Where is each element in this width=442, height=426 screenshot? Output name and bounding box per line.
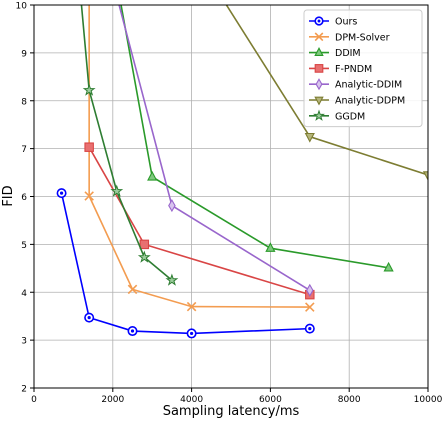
legend: Ours DPM-Solver DDIM F-PNDM Analytic-DDIM Ana… (303, 9, 423, 128)
series-dpm-solver (84, 5, 315, 312)
legend-box (303, 9, 423, 128)
data-point-dpm-solver (305, 302, 315, 312)
data-point-f-pndm (84, 142, 94, 152)
x-tick-label: 8000 (338, 395, 361, 405)
data-point-ddim (147, 170, 158, 181)
series-line-ddim (120, 5, 389, 269)
legend-item-ours: Ours (309, 16, 357, 28)
legend-label: Analytic-DDIM (335, 80, 402, 91)
x-tick-label: 0 (31, 395, 37, 405)
y-tick-label: 4 (21, 289, 27, 299)
legend-marker (315, 78, 323, 91)
legend-item-dpm-solver: DPM-Solver (309, 32, 390, 43)
data-point-dpm-solver (84, 191, 94, 201)
data-point-ours (84, 312, 95, 323)
data-point-ggdm (165, 273, 179, 286)
legend-marker (314, 96, 324, 106)
y-axis-label: FID (1, 185, 16, 206)
legend-marker (314, 16, 324, 26)
data-point-analytic-ddpm (304, 132, 315, 143)
series-f-pndm (84, 142, 315, 300)
legend-item-analytic-ddpm: Analytic-DDPM (309, 96, 405, 107)
ticks: 0 2000 4000 6000 8000 10000 2 3 4 5 6 7 8 9 10 (16, 2, 442, 406)
series-analytic-ddim (118, 5, 314, 297)
series-ours (56, 188, 315, 339)
data-point-f-pndm (139, 239, 150, 250)
y-tick-label: 9 (21, 49, 27, 59)
data-point-ggdm (110, 184, 124, 197)
x-axis-label: Sampling latency/ms (163, 404, 300, 419)
legend-marker (314, 47, 324, 57)
legend-label: DDIM (335, 48, 361, 59)
legend-item-f-pndm: F-PNDM (309, 64, 372, 75)
data-point-dpm-solver (186, 301, 197, 312)
data-point-ours (304, 323, 315, 334)
series-layer (56, 5, 428, 339)
y-tick-label: 5 (21, 241, 27, 251)
y-tick-label: 3 (21, 337, 27, 347)
data-point-dpm-solver (127, 284, 138, 295)
y-tick-label: 6 (21, 193, 27, 203)
legend-label: DPM-Solver (335, 32, 390, 43)
data-point-analytic-ddpm (422, 171, 428, 181)
data-point-analytic-ddim (168, 199, 176, 213)
legend-marker (313, 109, 325, 121)
x-tick-label: 4000 (180, 395, 203, 405)
series-ddim (120, 5, 394, 272)
data-point-ddim (265, 242, 276, 252)
data-point-ours (56, 188, 67, 199)
data-point-ddim (383, 261, 394, 272)
legend-marker (314, 64, 324, 73)
series-line-ggdm (80, 5, 173, 281)
y-tick-label: 8 (21, 97, 27, 107)
legend-label: Ours (335, 17, 357, 28)
y-tick-label: 7 (21, 145, 27, 155)
legend-label: Analytic-DDPM (335, 96, 405, 107)
legend-label: F-PNDM (335, 64, 372, 75)
y-tick-label: 10 (16, 2, 28, 12)
series-line-f-pndm (88, 146, 311, 296)
data-point-ours (186, 328, 197, 339)
legend-label: GGDM (335, 111, 365, 122)
data-point-ggdm (82, 83, 96, 96)
x-tick-label: 6000 (259, 395, 282, 405)
legend-item-ggdm: GGDM (309, 109, 365, 122)
legend-item-ddim: DDIM (309, 47, 361, 59)
series-ggdm (80, 5, 179, 286)
data-point-analytic-ddim (306, 283, 314, 297)
legend-marker (314, 32, 324, 42)
x-tick-label: 10000 (414, 395, 442, 405)
series-analytic-ddpm (225, 5, 428, 181)
x-tick-label: 2000 (101, 395, 124, 405)
legend-item-analytic-ddim: Analytic-DDIM (309, 78, 402, 91)
data-point-ours (127, 326, 138, 337)
y-tick-label: 2 (21, 385, 27, 395)
data-point-ggdm (137, 250, 151, 263)
